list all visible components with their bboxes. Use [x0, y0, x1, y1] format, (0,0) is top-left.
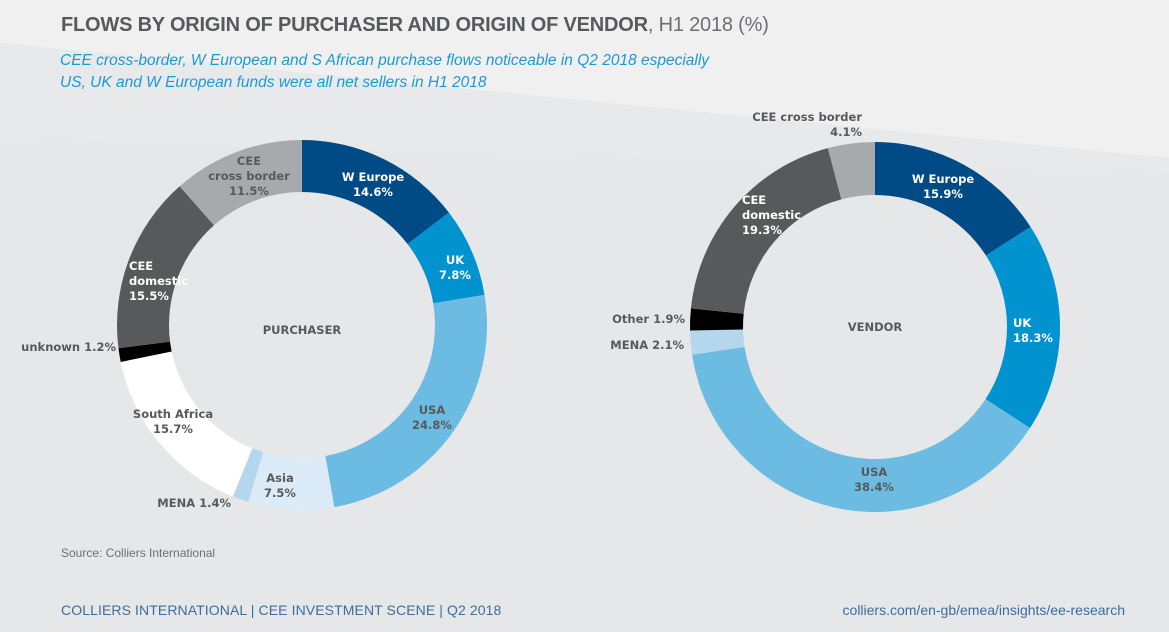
slice-cee-cross-border [827, 142, 875, 200]
label-uk: UK7.8% [439, 253, 471, 282]
label-other: Other 1.9% [612, 312, 685, 326]
slice-label-name-line-1: CEE [742, 193, 766, 207]
slice-uk [985, 226, 1060, 429]
slice-label-value: 7.5% [264, 486, 296, 500]
slice-label-value: 19.3% [742, 223, 782, 237]
slice-w-europe [302, 140, 449, 245]
subtitle-line-2: US, UK and W European funds were all net… [60, 74, 487, 91]
slice-label-name: W Europe [912, 172, 975, 186]
slice-label-value: 14.6% [353, 185, 393, 199]
slice-label-value: 24.8% [412, 418, 452, 432]
slice-unknown [118, 341, 172, 362]
slice-asia [248, 452, 335, 511]
slice-label-name: USA [419, 403, 446, 417]
slice-label-text: Other 1.9% [612, 312, 685, 326]
slice-label-name-line-2: domestic [129, 274, 188, 288]
slice-label-name: UK [1013, 316, 1032, 330]
donut-center-label: VENDOR [848, 320, 903, 334]
slice-w-europe [875, 142, 1031, 256]
slice-label-name-line-2: cross border [208, 169, 290, 183]
slice-uk [407, 212, 485, 304]
slice-label-value: 4.1% [830, 125, 862, 139]
slice-label-value: 11.5% [229, 184, 269, 198]
subtitle-line-1: CEE cross-border, W European and S Afric… [60, 52, 710, 69]
slice-label-value: 7.8% [439, 268, 471, 282]
title-main: FLOWS BY ORIGIN OF PURCHASER AND ORIGIN … [61, 14, 648, 36]
slice-label-value: 15.9% [923, 187, 963, 201]
slice-label-name: W Europe [342, 170, 405, 184]
page-title: FLOWS BY ORIGIN OF PURCHASER AND ORIGIN … [61, 14, 769, 37]
slice-other [689, 308, 744, 331]
slice-label-name-line-1: CEE [129, 259, 153, 273]
footer-publication: COLLIERS INTERNATIONAL | CEE INVESTMENT … [61, 602, 502, 618]
donut-center-label: PURCHASER [263, 323, 342, 337]
slice-south-africa [120, 351, 253, 497]
slice-label-text: MENA 2.1% [610, 338, 684, 352]
purchaser-segments [117, 140, 487, 511]
vendor-segments [689, 142, 1060, 512]
footer-url-link[interactable]: colliers.com/en-gb/emea/insights/ee-rese… [842, 602, 1125, 618]
label-mena: MENA 2.1% [610, 338, 684, 352]
source-note: Source: Colliers International [61, 546, 216, 560]
slice-label-name-line-1: CEE [237, 154, 261, 168]
slice-mena [232, 448, 264, 502]
slice-usa [692, 346, 1030, 512]
slice-usa [325, 294, 487, 508]
slice-label-value: 18.3% [1013, 331, 1053, 345]
slice-label-name: South Africa [133, 407, 213, 421]
background-light-band [0, 0, 1169, 158]
title-period: , H1 2018 (%) [647, 14, 769, 36]
slice-label-text: unknown 1.2% [21, 340, 116, 354]
slice-label-value: 38.4% [854, 480, 894, 494]
slice-label-value: 15.5% [129, 289, 169, 303]
slice-label-name: Asia [266, 471, 293, 485]
slice-cee-domestic [117, 186, 215, 349]
slice-cee-domestic [690, 148, 842, 314]
label-unknown: unknown 1.2% [21, 340, 116, 354]
slice-mena [690, 329, 745, 355]
slice-label-text: MENA 1.4% [157, 496, 231, 510]
slice-cee-cross-border [179, 140, 302, 226]
slice-label-name: UK [446, 253, 465, 267]
slice-label-value: 15.7% [153, 422, 193, 436]
label-mena: MENA 1.4% [157, 496, 231, 510]
slice-label-name: USA [861, 465, 888, 479]
slice-label-name-line-2: domestic [742, 208, 801, 222]
slice-label-name: CEE cross border [752, 110, 862, 124]
